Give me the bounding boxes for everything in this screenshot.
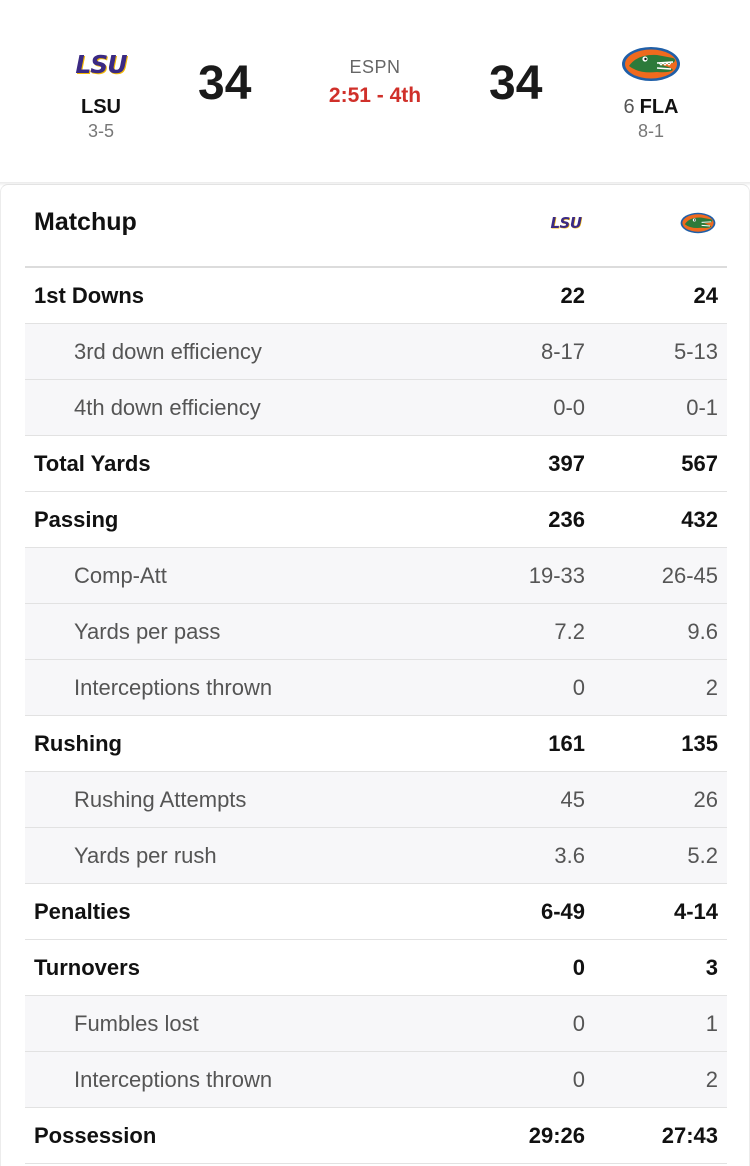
stat-home-value: 9.6 [687, 618, 718, 644]
matchup-header: Matchup LSU [34, 205, 724, 265]
home-team-rank: 6 [623, 96, 635, 118]
lsu-logo-icon: LSU [21, 40, 181, 88]
matchup-card: Matchup LSU 1st Downs 22 24 3rd down effici… [0, 184, 750, 1166]
away-team-name: LSU [81, 96, 121, 118]
lsu-column-logo-icon: LSU [536, 211, 596, 235]
stat-home-value: 26-45 [661, 562, 718, 588]
broadcast-network: ESPN [349, 57, 401, 77]
home-team-record: 8-1 [637, 121, 664, 141]
away-team-record: 3-5 [87, 121, 114, 141]
stat-label: 3rd down efficiency [74, 338, 262, 364]
stat-away-value: 0 [572, 1010, 585, 1036]
stat-away-value: 6-49 [540, 898, 585, 924]
stat-label: Rushing [34, 730, 122, 756]
stat-row: Rushing 161 135 [25, 716, 727, 772]
stat-label: Rushing Attempts [74, 786, 247, 812]
stat-away-value: 0 [572, 954, 585, 980]
stat-away-value: 22 [560, 282, 585, 308]
stat-row: Penalties 6-49 4-14 [25, 884, 727, 940]
lsu-column-logo-text: LSU [550, 214, 582, 232]
stat-label: Turnovers [34, 954, 140, 980]
stat-label: Yards per rush [74, 842, 217, 868]
stat-row: 1st Downs 22 24 [25, 268, 727, 324]
stat-row: Possession 29:26 27:43 [25, 1108, 727, 1164]
stat-label: Total Yards [34, 450, 151, 476]
game-clock: 2:51 - 4th [328, 84, 422, 107]
stat-away-value: 0 [572, 674, 585, 700]
home-team[interactable]: 6 FLA 8-1 [571, 40, 731, 142]
home-score: 34 [489, 57, 543, 110]
home-team-name: 6 FLA [571, 96, 731, 119]
stat-subrow: Comp-Att 19-33 26-45 [25, 548, 727, 604]
stat-label: Penalties [34, 898, 131, 924]
stat-home-value: 5.2 [687, 842, 718, 868]
stat-label: Comp-Att [74, 562, 167, 588]
stat-label: 1st Downs [34, 282, 145, 308]
stat-away-value: 236 [548, 506, 585, 532]
stat-home-value: 5-13 [673, 338, 718, 364]
stat-row: Turnovers 0 3 [25, 940, 727, 996]
stat-row: Passing 236 432 [25, 492, 727, 548]
stat-label: Passing [34, 506, 119, 532]
lsu-logo-text: LSU [75, 49, 127, 79]
stat-subrow: Interceptions thrown 0 2 [25, 660, 727, 716]
gator-column-logo-icon [668, 211, 728, 235]
stat-label: Possession [34, 1122, 157, 1148]
stat-subrow: Yards per rush 3.6 5.2 [25, 828, 727, 884]
stat-away-value: 161 [548, 730, 585, 756]
stat-row: Total Yards 397 567 [25, 436, 727, 492]
stat-subrow: Rushing Attempts 45 26 [25, 772, 727, 828]
stat-home-value: 4-14 [673, 898, 718, 924]
stat-subrow: 3rd down efficiency 8-17 5-13 [25, 324, 727, 380]
stat-away-value: 3.6 [554, 842, 585, 868]
stat-away-value: 0 [572, 1066, 585, 1092]
stat-subrow: Interceptions thrown 0 2 [25, 1052, 727, 1108]
stat-label: 4th down efficiency [74, 394, 261, 420]
stat-home-value: 2 [705, 1066, 718, 1092]
home-team-abbr: FLA [639, 96, 679, 118]
stat-subrow: 4th down efficiency 0-0 0-1 [25, 380, 727, 436]
stat-home-value: 3 [705, 954, 718, 980]
matchup-title: Matchup [34, 208, 137, 236]
stat-away-value: 0-0 [553, 394, 585, 420]
stat-away-value: 45 [560, 786, 585, 812]
gator-logo-icon [571, 40, 731, 88]
stat-home-value: 24 [693, 282, 718, 308]
stat-away-value: 7.2 [554, 618, 585, 644]
stat-home-value: 432 [681, 506, 718, 532]
stat-home-value: 0-1 [686, 394, 718, 420]
stat-home-value: 26 [693, 786, 718, 812]
stat-subrow: Yards per pass 7.2 9.6 [25, 604, 727, 660]
away-score: 34 [198, 57, 252, 110]
matchup-stats-table: 1st Downs 22 24 3rd down efficiency 8-17 5-13… [25, 266, 727, 1164]
stat-home-value: 567 [681, 450, 718, 476]
stat-home-value: 2 [705, 674, 718, 700]
stat-home-value: 135 [681, 730, 718, 756]
stat-label: Yards per pass [74, 618, 221, 644]
gator-column-logo-svg [680, 212, 716, 234]
stat-label: Interceptions thrown [74, 1066, 273, 1092]
stat-home-value: 1 [705, 1010, 718, 1036]
stat-away-value: 397 [548, 450, 585, 476]
stat-away-value: 8-17 [540, 338, 585, 364]
away-team[interactable]: LSU LSU 3-5 [21, 40, 181, 142]
scoreboard-header: LSU LSU 3-5 34 ESPN 2:51 - 4th 34 6 FLA 8… [0, 0, 750, 182]
stat-away-value: 19-33 [528, 562, 585, 588]
stat-label: Fumbles lost [74, 1010, 199, 1036]
stat-away-value: 29:26 [528, 1122, 585, 1148]
stat-subrow: Fumbles lost 0 1 [25, 996, 727, 1052]
gator-logo-svg [622, 47, 680, 81]
stat-label: Interceptions thrown [74, 674, 273, 700]
game-status: ESPN 2:51 - 4th [300, 57, 450, 108]
stat-home-value: 27:43 [661, 1122, 718, 1148]
